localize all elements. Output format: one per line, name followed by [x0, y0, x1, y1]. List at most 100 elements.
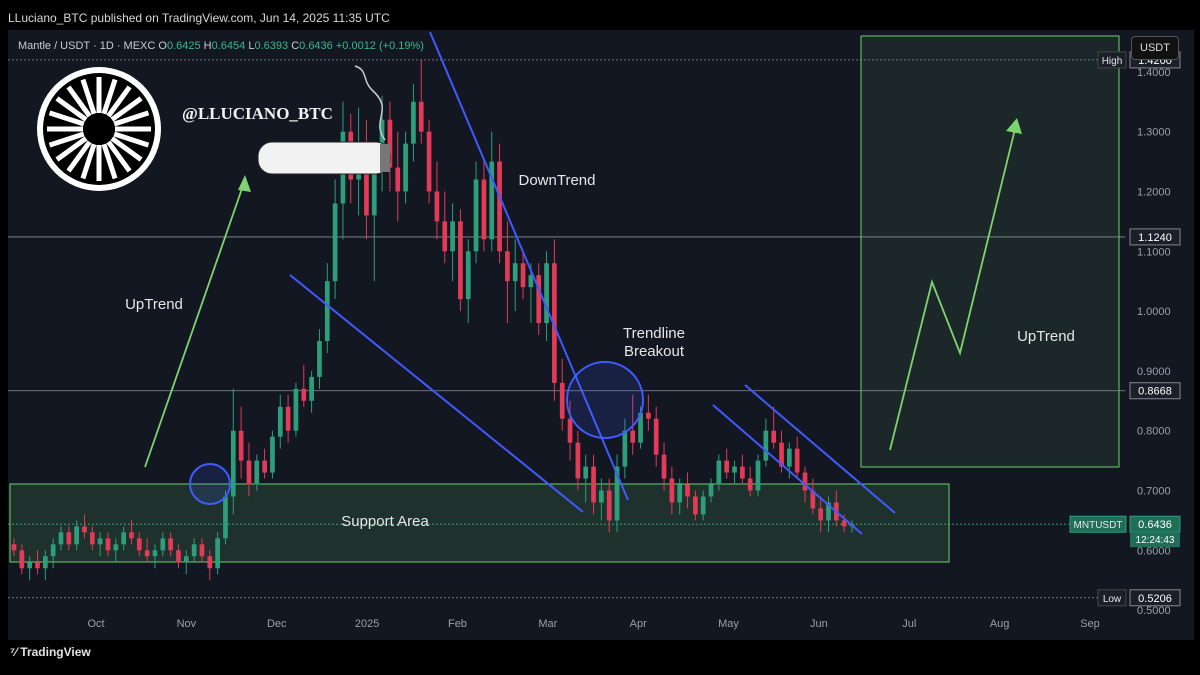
x-tick-label: Aug [990, 618, 1010, 630]
x-tick-label: Sep [1080, 618, 1100, 630]
x-tick-label: Mar [538, 618, 557, 630]
candle-body [136, 538, 142, 551]
y-tick-label: 0.6000 [1137, 545, 1171, 557]
candle-body [841, 520, 847, 527]
candle-body [465, 251, 471, 300]
candle-body [826, 502, 831, 521]
price-marker-value: 0.5206 [1138, 593, 1172, 605]
candle-body [82, 526, 87, 533]
candle-body [661, 454, 667, 479]
publish-line: LLuciano_BTC published on TradingView.co… [8, 11, 390, 25]
candle-body [207, 556, 213, 569]
price-marker-value: 0.8668 [1138, 386, 1172, 398]
candle-body [324, 281, 330, 341]
breakout-circle [566, 361, 644, 439]
logo-ray [55, 96, 88, 122]
candle-body [285, 406, 291, 431]
logo-ray [48, 110, 85, 127]
candle-body [332, 203, 338, 282]
candle-body [411, 101, 416, 144]
candle-body [50, 544, 56, 557]
logo-ray [110, 96, 143, 122]
candle-body [442, 221, 448, 252]
candle-body [426, 131, 432, 192]
falling-wedge-lower-line [289, 274, 584, 513]
price-marker-tag-bg [1069, 515, 1127, 533]
price-marker-value: 1.1240 [1138, 232, 1172, 244]
candle-body [763, 430, 769, 461]
cigar-ash [380, 144, 390, 172]
y-tick-label: 0.5000 [1137, 605, 1171, 617]
grid [8, 59, 1125, 599]
logo-ray [106, 140, 132, 173]
x-tick-label: 2025 [355, 618, 379, 630]
candle-body [418, 101, 424, 132]
x-tick-label: Oct [87, 618, 104, 630]
logo-ray [80, 78, 97, 115]
candle-body [559, 382, 565, 419]
y-tick-label: 1.2000 [1137, 186, 1171, 198]
cigar-body [257, 141, 391, 175]
x-tick-label: May [718, 618, 739, 630]
candle-body [129, 532, 134, 539]
open-value: 0.6425 [166, 40, 201, 52]
candle-body [653, 418, 659, 455]
candle-body [105, 538, 111, 551]
candle-body [199, 544, 205, 557]
candle-body [387, 119, 393, 168]
candle-body [802, 472, 808, 491]
candle-body [693, 496, 698, 515]
uptrend-label-left: UpTrend [125, 296, 183, 313]
price-marker-tag: High [1102, 56, 1123, 67]
breakout-label-line1: Trendline [623, 325, 685, 342]
candle-body [646, 412, 651, 419]
candle-body [552, 263, 557, 383]
y-tick-label: 0.9000 [1137, 366, 1171, 378]
logo-ray [101, 143, 118, 180]
support-area-zone [9, 483, 950, 563]
candle-body [19, 550, 25, 569]
candle-body [786, 448, 792, 467]
candle-body [11, 544, 17, 551]
uptrend-arrow-left-head [238, 175, 251, 192]
candle-body [458, 221, 463, 300]
candle-body [536, 275, 542, 324]
channel-lower-line [712, 404, 863, 535]
candle-body [215, 538, 220, 569]
candle-body [740, 466, 745, 479]
price-marker-tag: Low [1103, 594, 1122, 605]
candle-body [520, 263, 526, 288]
close-value: 0.6436 [299, 40, 333, 52]
channel-upper-line [744, 384, 896, 514]
support-area-label: Support Area [341, 513, 429, 530]
candle-body [489, 161, 495, 240]
close-label: C [291, 40, 300, 52]
tv-logo-icon: ⁷⁄ [10, 645, 21, 659]
author-handle: @LLUCIANO_BTC [182, 104, 333, 123]
y-tick-label: 1.1000 [1137, 246, 1171, 258]
candle-body [528, 275, 534, 288]
candle-body [301, 388, 307, 401]
price-marker-tag-bg [1097, 51, 1127, 69]
low-value: 0.6393 [254, 40, 289, 52]
uptrend-target-zone [860, 35, 1120, 468]
candle-body [395, 167, 401, 192]
candle-body [262, 460, 267, 473]
candle-body [794, 448, 800, 473]
high-value: 0.6454 [211, 40, 246, 52]
x-tick-label: Dec [267, 618, 287, 630]
uptrend-label-right: UpTrend [1017, 328, 1075, 345]
candle-body [160, 538, 166, 551]
candle-body [379, 119, 385, 162]
candle-body [144, 550, 150, 557]
candle-body [700, 496, 706, 515]
currency-button[interactable]: USDT [1131, 36, 1179, 60]
candle-body [622, 430, 628, 467]
candle-body [599, 490, 604, 503]
candle-body [309, 376, 314, 401]
candle-body [364, 143, 369, 216]
candle-body [113, 544, 119, 551]
candle-body [512, 263, 518, 282]
candle-body [732, 466, 737, 473]
